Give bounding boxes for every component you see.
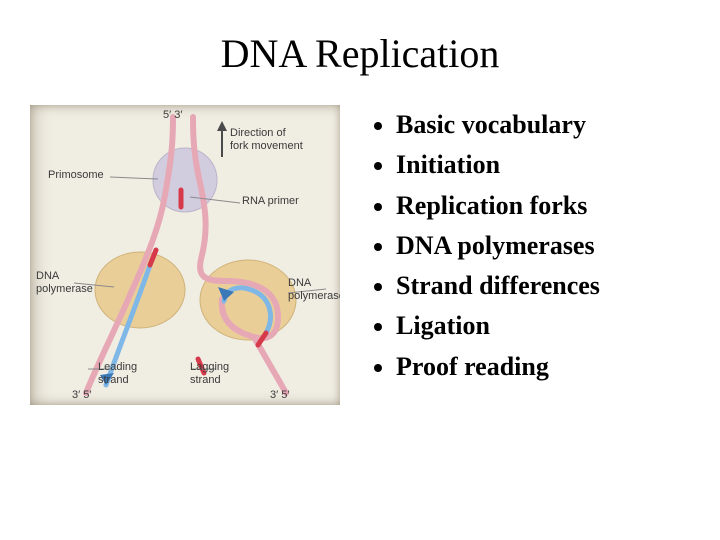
bullet-column: Basic vocabulary Initiation Replication … [340, 105, 690, 405]
list-item: Ligation [396, 306, 690, 346]
slide: DNA Replication [0, 0, 720, 540]
list-item: Strand differences [396, 266, 690, 306]
content-row: 5′ 3′ Direction offork movement Primosom… [0, 105, 720, 405]
label-3-5-bl: 3′ 5′ [72, 389, 91, 402]
list-item: Basic vocabulary [396, 105, 690, 145]
label-5-3-top: 5′ 3′ [163, 109, 182, 122]
label-direction: Direction offork movement [230, 127, 310, 152]
label-3-5-br: 3′ 5′ [270, 389, 289, 402]
label-leading: Leadingstrand [98, 361, 146, 386]
diagram-column: 5′ 3′ Direction offork movement Primosom… [30, 105, 340, 405]
bullet-list: Basic vocabulary Initiation Replication … [370, 105, 690, 387]
label-dna-poly-left: DNApolymerase [36, 270, 96, 295]
page-title: DNA Replication [0, 30, 720, 77]
list-item: Proof reading [396, 347, 690, 387]
label-rna-primer: RNA primer [242, 195, 299, 208]
label-dna-poly-right: DNApolymerase [288, 277, 340, 302]
list-item: Replication forks [396, 186, 690, 226]
label-primosome: Primosome [48, 169, 104, 182]
label-lagging: Laggingstrand [190, 361, 238, 386]
list-item: DNA polymerases [396, 226, 690, 266]
list-item: Initiation [396, 145, 690, 185]
replication-fork-diagram: 5′ 3′ Direction offork movement Primosom… [30, 105, 340, 405]
